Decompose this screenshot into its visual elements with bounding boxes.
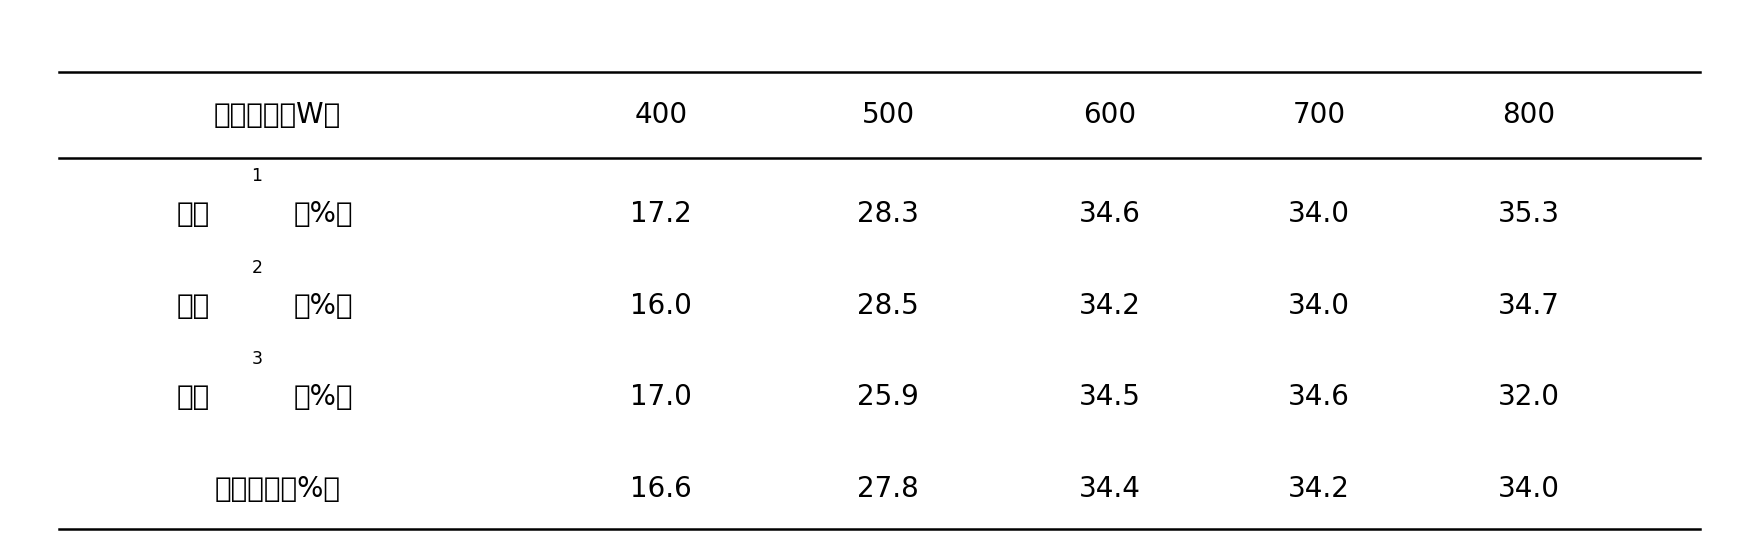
Text: 700: 700 bbox=[1293, 100, 1346, 129]
Text: 34.4: 34.4 bbox=[1078, 475, 1142, 502]
Text: 17.2: 17.2 bbox=[630, 200, 693, 228]
Text: 35.3: 35.3 bbox=[1497, 200, 1560, 228]
Text: 400: 400 bbox=[635, 100, 688, 129]
Text: 34.2: 34.2 bbox=[1078, 291, 1142, 320]
Text: 2: 2 bbox=[252, 259, 262, 277]
Text: 34.0: 34.0 bbox=[1497, 475, 1560, 502]
Text: 25.9: 25.9 bbox=[857, 383, 920, 411]
Text: （%）: （%） bbox=[294, 383, 352, 411]
Text: 34.2: 34.2 bbox=[1288, 475, 1351, 502]
Text: 28.5: 28.5 bbox=[857, 291, 920, 320]
Text: 34.0: 34.0 bbox=[1288, 291, 1351, 320]
Text: 27.8: 27.8 bbox=[857, 475, 920, 502]
Text: 产率: 产率 bbox=[178, 200, 211, 228]
Text: 34.0: 34.0 bbox=[1288, 200, 1351, 228]
Text: 500: 500 bbox=[862, 100, 915, 129]
Text: （%）: （%） bbox=[294, 291, 352, 320]
Text: 32.0: 32.0 bbox=[1497, 383, 1560, 411]
Text: 1: 1 bbox=[252, 167, 262, 185]
Text: 3: 3 bbox=[252, 351, 262, 368]
Text: 16.6: 16.6 bbox=[630, 475, 693, 502]
Text: 34.6: 34.6 bbox=[1288, 383, 1351, 411]
Text: 产率: 产率 bbox=[178, 383, 211, 411]
Text: 28.3: 28.3 bbox=[857, 200, 920, 228]
Text: 34.7: 34.7 bbox=[1497, 291, 1560, 320]
Text: （%）: （%） bbox=[294, 200, 352, 228]
Text: 16.0: 16.0 bbox=[630, 291, 693, 320]
Text: 600: 600 bbox=[1084, 100, 1136, 129]
Text: 34.6: 34.6 bbox=[1078, 200, 1142, 228]
Text: 平均产率（%）: 平均产率（%） bbox=[215, 475, 341, 502]
Text: 辐射功率（W）: 辐射功率（W） bbox=[215, 100, 341, 129]
Text: 产率: 产率 bbox=[178, 291, 211, 320]
Text: 17.0: 17.0 bbox=[630, 383, 693, 411]
Text: 34.5: 34.5 bbox=[1078, 383, 1142, 411]
Text: 800: 800 bbox=[1502, 100, 1555, 129]
